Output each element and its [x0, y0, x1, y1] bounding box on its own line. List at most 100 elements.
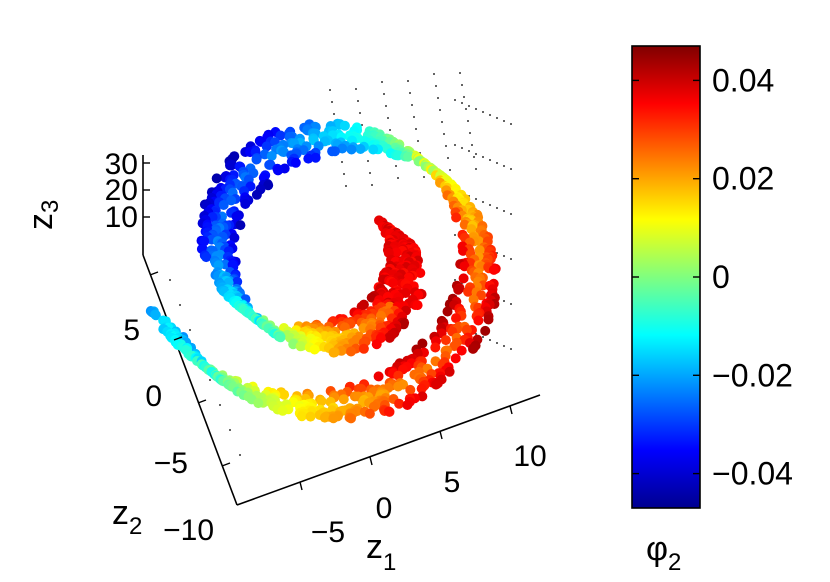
- scatter-point: [476, 290, 487, 301]
- colorbar-gradient: [631, 45, 701, 509]
- z2-ticks: −10 −5 0 5: [123, 271, 231, 547]
- grid-dot: [482, 201, 484, 203]
- grid-dot: [461, 84, 463, 86]
- colorbar-tick-label: 0: [712, 259, 730, 295]
- grid-dot: [407, 80, 409, 82]
- grid-dot: [381, 81, 383, 83]
- grid-dot: [503, 255, 505, 257]
- grid-dot: [496, 162, 498, 164]
- z2-tick-mark: [197, 399, 207, 404]
- grid-dot: [510, 213, 512, 215]
- grid-dot: [471, 144, 473, 146]
- grid-dot: [454, 234, 456, 236]
- z2-axis-label-sub: 2: [129, 513, 142, 540]
- grid-dot: [503, 300, 505, 302]
- z3-tick-label: 30: [105, 148, 138, 181]
- grid-dot: [387, 117, 389, 119]
- z2-axis-line: [142, 254, 238, 506]
- z1-tick-mark: [509, 405, 513, 415]
- scatter-point: [449, 341, 460, 352]
- scatter-point: [346, 413, 356, 424]
- grid-dot: [343, 173, 345, 175]
- scatter-point: [398, 319, 409, 330]
- grid-dot: [469, 132, 471, 134]
- grid-dot: [489, 159, 491, 161]
- grid-dot: [510, 348, 512, 350]
- scatter-point: [416, 383, 427, 394]
- scatter-point: [355, 144, 366, 154]
- colorbar-label-symbol: φ: [646, 530, 668, 568]
- scatter-point: [463, 286, 474, 297]
- grid-dot: [475, 168, 477, 170]
- scatter-point: [328, 347, 339, 358]
- scatter-point: [305, 411, 316, 422]
- z1-ticks: −5 0 5 10: [299, 405, 547, 549]
- z2-tick-label: −5: [154, 447, 188, 480]
- grid-dot: [510, 168, 512, 170]
- scatter-point: [251, 154, 262, 165]
- grid-dot: [331, 101, 333, 103]
- scatter-point: [468, 343, 478, 354]
- colorbar-tick-label: −0.04: [712, 456, 793, 492]
- grid-dot: [503, 165, 505, 167]
- z2-tick-label: 0: [145, 380, 162, 413]
- z1-tick-mark: [299, 481, 303, 491]
- grid-dot: [461, 147, 463, 149]
- colorbar-ticks: 0.04 0.02 0 −0.02 −0.04: [632, 62, 793, 492]
- z1-tick-label: 5: [444, 466, 461, 499]
- scatter-point: [384, 332, 395, 343]
- colorbar-tick-label: 0.04: [712, 62, 774, 98]
- grid-dot: [357, 100, 359, 102]
- grid-dot: [341, 161, 343, 163]
- scatter-point: [218, 200, 229, 210]
- scatter-point: [459, 261, 470, 272]
- grid-dot: [475, 153, 477, 155]
- grid-dot: [467, 120, 469, 122]
- z2-tick-mark: [173, 336, 183, 341]
- grid-dot: [463, 96, 465, 98]
- grid-dot: [441, 121, 443, 123]
- grid-dot: [355, 88, 357, 90]
- scatter-point: [364, 408, 375, 419]
- z1-axis-line: [236, 394, 541, 506]
- grid-dot: [433, 73, 435, 75]
- grid-dot: [345, 185, 347, 187]
- z1-tick-label: 10: [513, 440, 546, 473]
- scatter-point: [339, 120, 350, 131]
- scatter-point: [473, 315, 484, 326]
- scatter-point: [373, 371, 384, 382]
- z3-axis-label-main: z: [22, 213, 60, 230]
- grid-dot: [454, 144, 456, 146]
- grid-dot: [468, 105, 470, 107]
- scatter-point: [303, 153, 314, 164]
- scatter-point: [440, 335, 451, 346]
- scatter-point: [211, 173, 222, 184]
- grid-dot: [333, 113, 335, 115]
- z3-axis-label-sub: 3: [37, 200, 64, 213]
- grid-dot: [510, 303, 512, 305]
- z1-axis-label-sub: 1: [383, 549, 396, 576]
- scatter-point: [264, 159, 275, 170]
- axes-frame: [142, 155, 541, 506]
- scatter-point: [150, 310, 161, 321]
- grid-dot: [229, 429, 231, 431]
- grid-dot: [465, 108, 467, 110]
- scatter-point: [458, 245, 468, 256]
- scatter-point: [356, 383, 367, 394]
- grid-dot: [439, 109, 441, 111]
- scatter-point: [403, 151, 414, 162]
- scatter-point: [226, 160, 237, 171]
- z3-tick-label: 10: [105, 201, 138, 234]
- grid-dot: [395, 165, 397, 167]
- scatter-point: [444, 366, 455, 377]
- grid-dot: [447, 157, 449, 159]
- scatter-point: [319, 412, 330, 423]
- scatter-point: [394, 398, 405, 409]
- scatter-point: [488, 264, 499, 275]
- z1-tick-mark: [439, 430, 443, 440]
- scatter-point: [391, 247, 402, 258]
- grid-dot: [503, 120, 505, 122]
- scatter-point: [316, 396, 327, 407]
- z3-tick-label: 20: [105, 174, 138, 207]
